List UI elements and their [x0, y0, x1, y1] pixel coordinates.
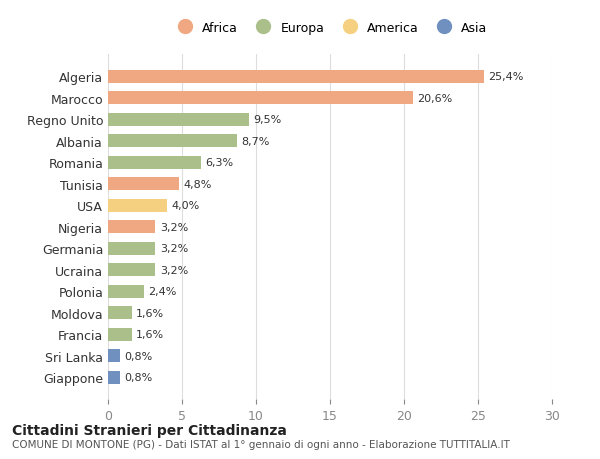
Bar: [108, 157, 201, 169]
Text: 9,5%: 9,5%: [253, 115, 281, 125]
Bar: [108, 178, 179, 191]
Text: 0,8%: 0,8%: [124, 372, 152, 382]
Text: 1,6%: 1,6%: [136, 330, 164, 339]
Text: 2,4%: 2,4%: [148, 286, 176, 297]
Text: 1,6%: 1,6%: [136, 308, 164, 318]
Text: 4,0%: 4,0%: [172, 201, 200, 211]
Text: 3,2%: 3,2%: [160, 265, 188, 275]
Bar: [108, 242, 155, 255]
Text: 20,6%: 20,6%: [418, 94, 452, 104]
Bar: [108, 285, 143, 298]
Text: COMUNE DI MONTONE (PG) - Dati ISTAT al 1° gennaio di ogni anno - Elaborazione TU: COMUNE DI MONTONE (PG) - Dati ISTAT al 1…: [12, 440, 510, 449]
Text: 0,8%: 0,8%: [124, 351, 152, 361]
Text: 3,2%: 3,2%: [160, 244, 188, 254]
Text: Cittadini Stranieri per Cittadinanza: Cittadini Stranieri per Cittadinanza: [12, 423, 287, 437]
Bar: [108, 92, 413, 105]
Bar: [108, 221, 155, 234]
Text: 3,2%: 3,2%: [160, 222, 188, 232]
Text: 25,4%: 25,4%: [488, 72, 524, 82]
Bar: [108, 71, 484, 84]
Bar: [108, 263, 155, 276]
Bar: [108, 328, 131, 341]
Bar: [108, 307, 131, 319]
Bar: [108, 135, 237, 148]
Text: 8,7%: 8,7%: [241, 136, 269, 146]
Legend: Africa, Europa, America, Asia: Africa, Europa, America, Asia: [167, 17, 493, 39]
Text: 6,3%: 6,3%: [206, 158, 234, 168]
Text: 4,8%: 4,8%: [184, 179, 212, 189]
Bar: [108, 371, 120, 384]
Bar: [108, 113, 248, 127]
Bar: [108, 199, 167, 212]
Bar: [108, 349, 120, 362]
